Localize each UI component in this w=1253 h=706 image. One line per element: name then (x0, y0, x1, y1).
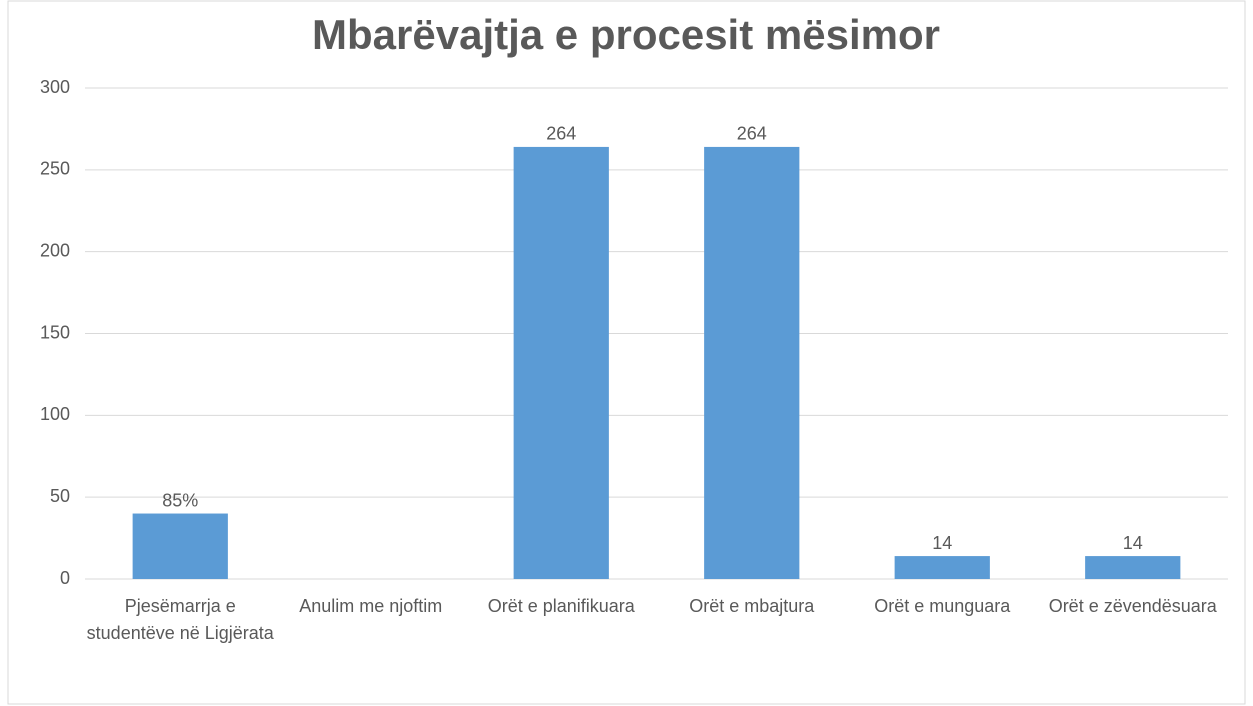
y-tick-label: 100 (40, 404, 70, 424)
x-tick-label: Orët e mbajtura (689, 596, 815, 616)
bar (132, 513, 228, 579)
x-tick-label: Orët e planifikuara (487, 596, 635, 616)
data-label: 264 (546, 124, 576, 144)
data-label: 264 (737, 124, 767, 144)
chart-title: Mbarëvajtja e procesit mësimor (312, 11, 940, 58)
y-tick-label: 200 (40, 240, 70, 260)
data-label: 14 (932, 533, 952, 553)
bar (894, 556, 990, 579)
x-tick-label: Orët e munguara (874, 596, 1011, 616)
y-tick-label: 50 (50, 486, 70, 506)
x-tick-label: Anulim me njoftim (299, 596, 443, 616)
x-tick-label: Orët e zëvendësuara (1048, 596, 1217, 616)
chart-border (7, 0, 1246, 705)
bar (513, 146, 609, 580)
y-tick-label: 150 (40, 322, 70, 342)
x-tick-label: Pjesëmarrja e studentëve në Ligjërata (86, 596, 274, 643)
y-tick-label: 300 (40, 77, 70, 97)
data-label: 14 (1123, 533, 1143, 553)
y-tick-label: 250 (40, 159, 70, 179)
bar (1085, 556, 1181, 579)
y-tick-label: 0 (60, 568, 70, 588)
bar (704, 146, 800, 580)
data-label: 85% (162, 490, 198, 510)
